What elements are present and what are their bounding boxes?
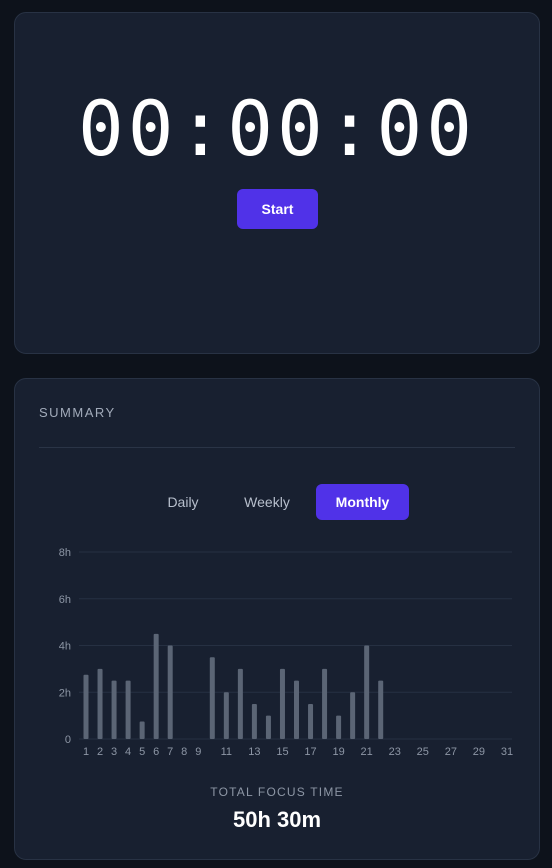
start-button[interactable]: Start xyxy=(237,189,318,229)
bar xyxy=(83,674,89,739)
total-focus-label: TOTAL FOCUS TIME xyxy=(210,785,344,799)
bar xyxy=(237,668,243,739)
bar xyxy=(294,680,299,739)
bar xyxy=(223,692,229,739)
bar xyxy=(251,703,257,739)
x-tick-label: 2 xyxy=(97,746,103,758)
x-tick-label: 8 xyxy=(181,746,187,758)
x-tick-label: 7 xyxy=(167,746,173,758)
bar xyxy=(279,668,285,739)
tab-daily[interactable]: Daily xyxy=(167,494,199,510)
y-tick-label: 8h xyxy=(59,547,71,559)
bar xyxy=(97,668,103,739)
x-tick-label: 25 xyxy=(417,746,429,758)
bar xyxy=(209,657,215,739)
y-tick-label: 2h xyxy=(59,687,71,699)
x-tick-label: 27 xyxy=(445,746,457,758)
y-tick-label: 4h xyxy=(59,641,71,653)
bar xyxy=(336,715,342,739)
x-tick-label: 19 xyxy=(332,746,344,758)
bar xyxy=(322,668,328,739)
summary-divider xyxy=(39,447,515,448)
bar xyxy=(265,715,271,739)
bar xyxy=(350,692,356,739)
x-tick-label: 15 xyxy=(276,746,288,758)
timer-card: 00:00:00 Start xyxy=(14,12,540,354)
bar xyxy=(308,703,314,739)
x-tick-label: 21 xyxy=(361,746,373,758)
summary-title: SUMMARY xyxy=(39,405,116,420)
summary-card: SUMMARY Daily Weekly Monthly 0 2h 4h 6h 8h 1 2… xyxy=(14,378,540,860)
x-tick-label: 3 xyxy=(111,746,117,758)
bar xyxy=(153,633,159,739)
x-tick-label: 23 xyxy=(389,746,401,758)
x-tick-label: 31 xyxy=(501,746,513,758)
y-tick-label: 6h xyxy=(59,594,71,606)
bar xyxy=(125,680,131,739)
x-tick-label: 1 xyxy=(83,746,89,758)
x-tick-label: 29 xyxy=(473,746,485,758)
tab-monthly[interactable]: Monthly xyxy=(316,484,409,520)
total-focus-value: 50h 30m xyxy=(232,807,322,832)
x-tick-label: 6 xyxy=(153,746,159,758)
bar xyxy=(378,680,384,739)
period-tabs: Daily Weekly Monthly xyxy=(15,484,539,520)
x-tick-label: 4 xyxy=(125,746,131,758)
tab-weekly[interactable]: Weekly xyxy=(244,494,290,510)
x-tick-label: 17 xyxy=(304,746,316,758)
timer-display: 00:00:00 xyxy=(77,84,477,173)
bar xyxy=(167,645,173,739)
x-tick-label: 13 xyxy=(248,746,260,758)
x-tick-label: 9 xyxy=(195,746,201,758)
x-tick-label: 11 xyxy=(221,746,232,758)
bar xyxy=(364,645,370,739)
bar xyxy=(139,721,145,739)
x-tick-label: 5 xyxy=(139,746,145,758)
bar xyxy=(111,680,117,739)
y-tick-label: 0 xyxy=(65,734,71,746)
